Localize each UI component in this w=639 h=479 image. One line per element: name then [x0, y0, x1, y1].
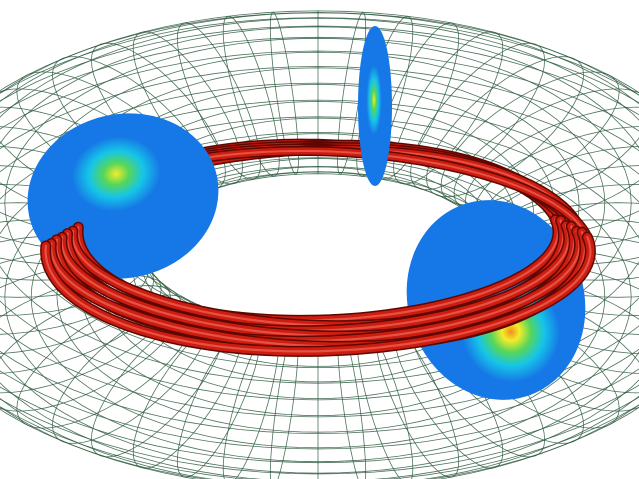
cross-section-top	[358, 26, 392, 186]
field-tubes-front	[40, 214, 596, 357]
mesh-toroidal-line	[0, 66, 639, 479]
mesh-toroidal-line	[0, 50, 639, 479]
mesh-toroidal-line	[0, 82, 639, 479]
mesh-toroidal-line	[0, 10, 639, 434]
mesh-toroidal-line	[0, 12, 639, 450]
cross-section-discs	[27, 26, 586, 400]
mesh-toroidal-line	[0, 99, 639, 479]
mesh-toroidal-line	[0, 116, 639, 474]
mesh-toroidal-line	[0, 17, 639, 464]
field-tube-highlight	[44, 235, 592, 353]
mesh-toroidal-line	[0, 36, 639, 479]
mesh-toroidal-line	[0, 25, 639, 475]
mesh-toroidal-line	[56, 157, 580, 433]
mesh-toroidal-line	[4, 131, 632, 463]
